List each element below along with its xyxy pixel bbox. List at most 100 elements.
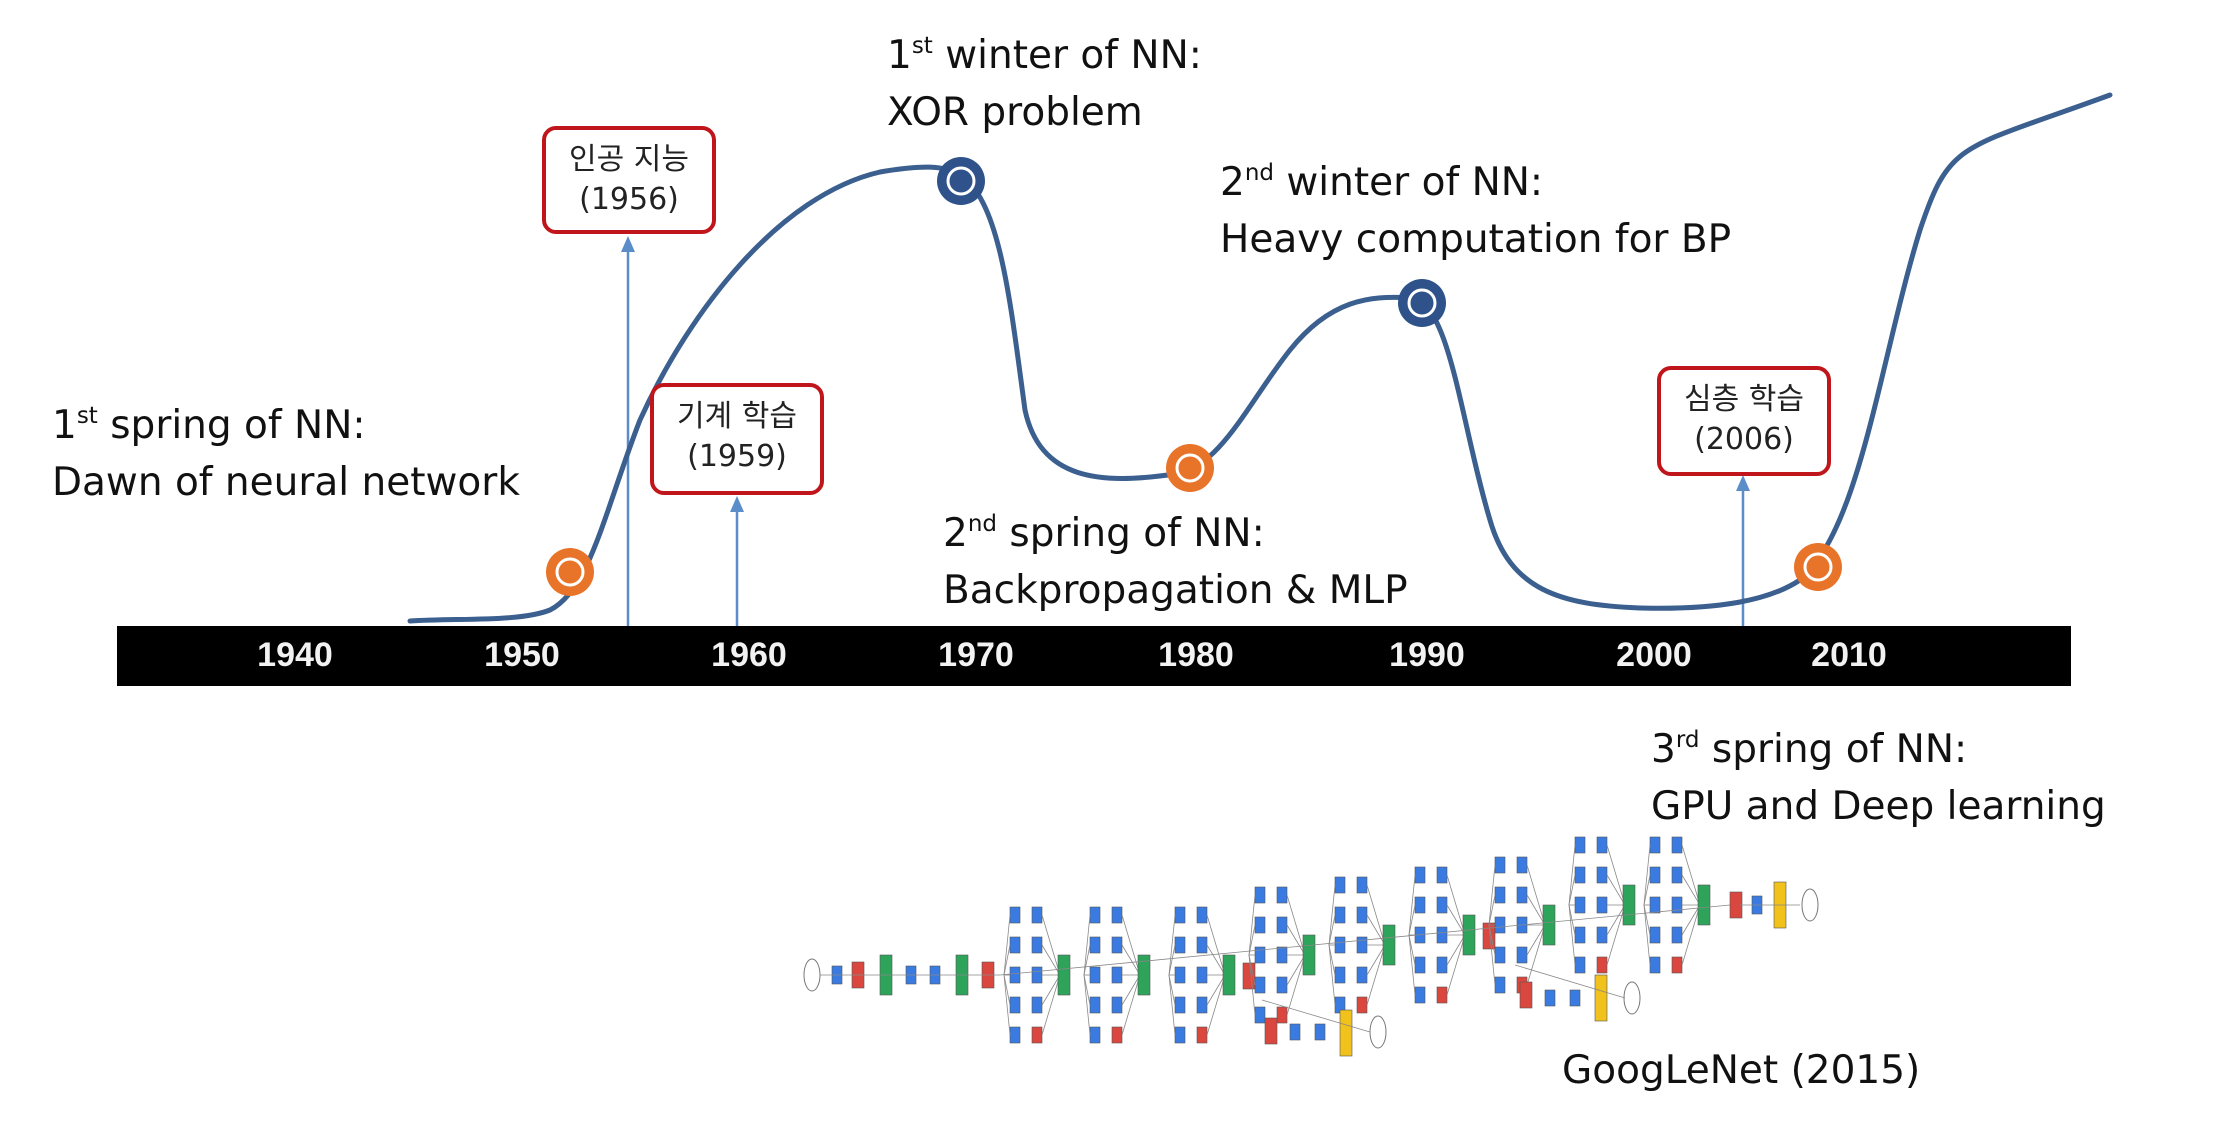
arrow-2006-head [1736, 475, 1750, 491]
net-conv-block-149 [1494, 946, 1506, 964]
net-edge-23 [1003, 974, 1011, 1006]
net-edge-155 [1488, 924, 1496, 986]
net-edge-161 [1606, 844, 1626, 906]
net-branch-block-64 [1196, 996, 1208, 1014]
net-edge-76 [1286, 894, 1306, 956]
spring1-suffix: st [76, 403, 98, 429]
net-branch-block-26 [1031, 1026, 1043, 1044]
net-branch-block-95 [1356, 876, 1368, 894]
net-branch-block-107 [1356, 966, 1368, 984]
milestone-ai-year: (1956) [579, 182, 679, 217]
net-branch-block-35 [1111, 936, 1123, 954]
net-branch-block-22 [1031, 996, 1043, 1014]
net-edge-152 [1526, 924, 1546, 956]
winter1-suffix: st [911, 33, 933, 59]
net-fc-block-213 [1544, 989, 1556, 1007]
net-edge-121 [1408, 904, 1416, 936]
label-winter-2: 2nd winter of NN: Heavy computation for … [1220, 157, 1731, 265]
milestone-dl-name: 심층 학습 [1684, 382, 1804, 417]
net-edge-24 [1041, 974, 1061, 1006]
net-conv-block-115 [1414, 866, 1426, 884]
net-conv-block-170 [1574, 926, 1586, 944]
net-branch-block-10 [1031, 906, 1043, 924]
year-tick-1940: 1940 [257, 636, 333, 674]
net-conv-block-9 [1009, 906, 1021, 924]
net-conv-block-131 [1414, 986, 1426, 1004]
net-edge-101 [1366, 914, 1386, 946]
net-fc-block-208 [1314, 1023, 1326, 1041]
net-concat-block-93 [1302, 934, 1316, 976]
net-concat-block-199 [1697, 884, 1711, 926]
label-winter-1: 1st winter of NN: XOR problem [887, 30, 1202, 138]
googlenet-architecture [803, 836, 1819, 1057]
label-spring-2: 2nd spring of NN: Backpropagation & MLP [943, 508, 1408, 616]
net-edge-70 [1206, 974, 1226, 1036]
net-branch-block-31 [1111, 906, 1123, 924]
net-branch-block-180 [1671, 836, 1683, 854]
net-edge-156 [1526, 924, 1546, 986]
net-conv-block-94 [1334, 876, 1346, 894]
net-edge-32 [1083, 914, 1091, 976]
net-branch-block-60 [1196, 966, 1208, 984]
net-edge-66 [1206, 974, 1226, 1006]
net-branch-block-68 [1196, 1026, 1208, 1044]
net-edge-130 [1446, 934, 1466, 966]
net-conv-block-141 [1494, 886, 1506, 904]
net-edge-112 [1328, 944, 1336, 1006]
net-edge-176 [1568, 904, 1576, 966]
spring3-title: spring of NN: [1699, 727, 1968, 772]
winter2-suffix: nd [1244, 160, 1275, 186]
net-conv-block-13 [1009, 936, 1021, 954]
label-spring-3: 3rd spring of NN: GPU and Deep learning [1651, 724, 2106, 832]
googlenet-caption: GoogLeNet (2015) [1562, 1048, 1921, 1093]
net-branch-block-159 [1596, 836, 1608, 854]
net-branch-block-78 [1276, 916, 1288, 934]
net-edge-33 [1121, 914, 1141, 976]
net-branch-block-142 [1516, 886, 1528, 904]
net-branch-block-192 [1671, 926, 1683, 944]
net-conv-block-102 [1334, 936, 1346, 954]
spring-marker-3 [1794, 543, 1842, 591]
net-edge-57 [1168, 944, 1176, 976]
net-edge-140 [1526, 864, 1546, 926]
net-edge-177 [1606, 904, 1626, 966]
net-edge-28 [1041, 974, 1061, 1036]
net-conv-block-174 [1574, 956, 1586, 974]
net-pool-block-206 [1264, 1017, 1278, 1045]
net-conv-block-73 [1254, 886, 1266, 904]
net-edge-87 [1248, 954, 1256, 986]
net-edge-92 [1286, 954, 1306, 1016]
spring1-title: spring of NN: [97, 403, 366, 448]
net-branch-block-14 [1031, 936, 1043, 954]
net-edge-65 [1168, 974, 1176, 1006]
net-edge-69 [1168, 974, 1176, 1036]
spring1-subtitle: Dawn of neural network [52, 460, 520, 505]
net-edge-182 [1681, 844, 1701, 906]
arrow-1956-head [621, 236, 635, 252]
year-tick-1960: 1960 [711, 636, 787, 674]
net-conv-block-42 [1089, 996, 1101, 1014]
net-edge-27 [1003, 974, 1011, 1036]
net-branch-block-18 [1031, 966, 1043, 984]
net-edge-11 [1003, 914, 1011, 976]
net-branch-block-82 [1276, 946, 1288, 964]
spring-marker-1 [546, 548, 594, 596]
net-edge-129 [1408, 934, 1416, 966]
net-edge-118 [1446, 874, 1466, 936]
net-branch-block-120 [1436, 896, 1448, 914]
net-conv-block-38 [1089, 966, 1101, 984]
net-edge-44 [1083, 974, 1091, 1006]
net-edge-88 [1286, 954, 1306, 986]
net-edge-16 [1041, 944, 1061, 976]
net-output-node-204 [1801, 888, 1819, 922]
spring1-ordinal: 1 [52, 403, 77, 448]
net-conv-block-166 [1574, 896, 1586, 914]
net-edge-134 [1446, 934, 1466, 996]
net-conv-block-51 [1174, 906, 1186, 924]
net-branch-block-52 [1196, 906, 1208, 924]
net-conv-block-30 [1089, 906, 1101, 924]
net-conv-block-67 [1174, 1026, 1186, 1044]
net-conv-block-191 [1649, 926, 1661, 944]
net-conv-block-153 [1494, 976, 1506, 994]
